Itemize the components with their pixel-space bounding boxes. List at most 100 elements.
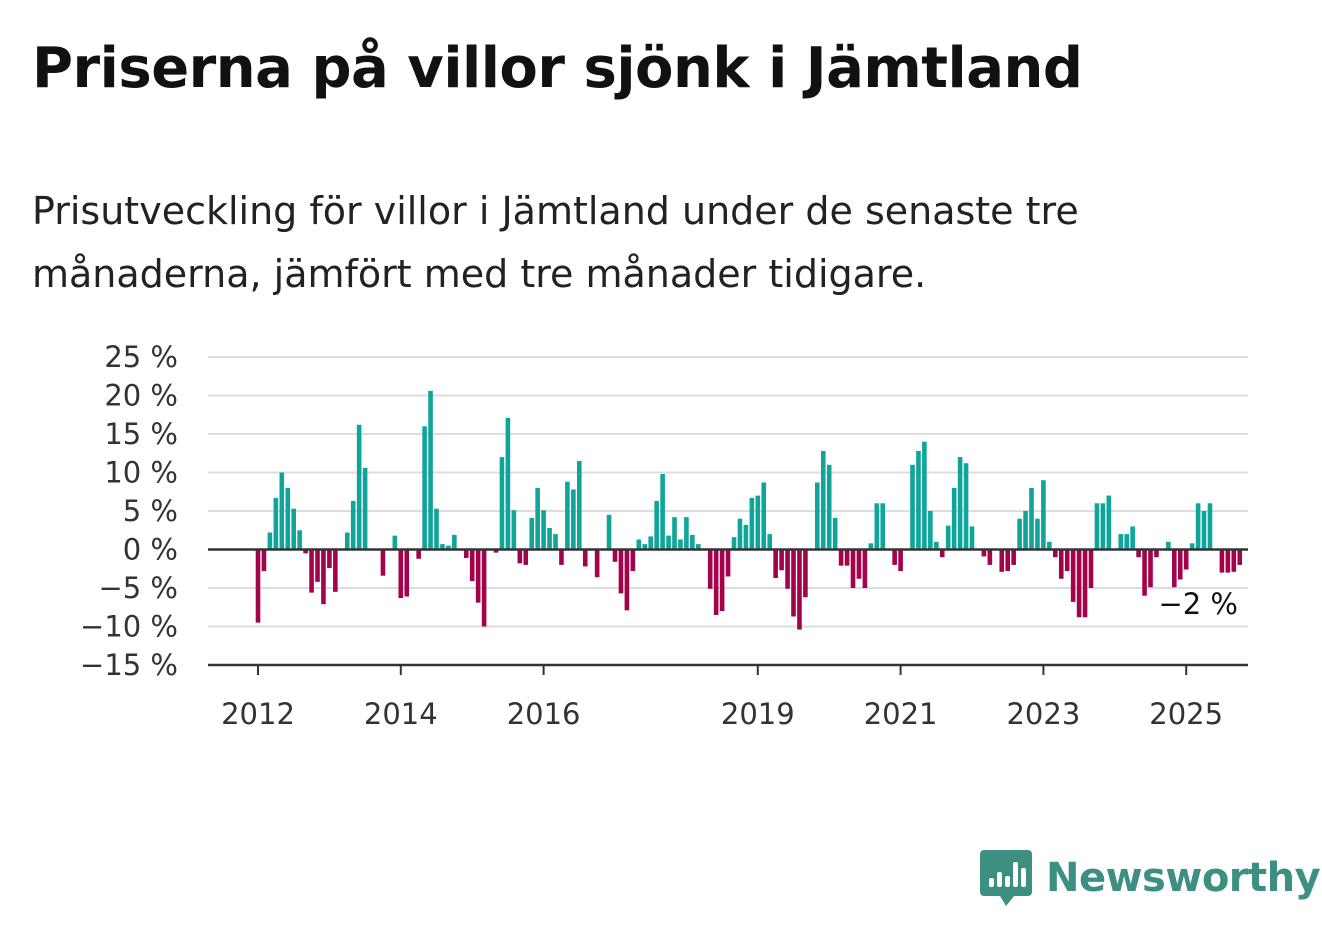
bar: [350, 500, 356, 550]
bar: [255, 549, 261, 623]
bar: [1231, 549, 1237, 572]
bar: [356, 424, 362, 550]
bar-chart-speech-bubble-icon: [980, 850, 1032, 906]
bar: [963, 463, 969, 550]
x-tick-label: 2012: [221, 697, 295, 731]
bar: [463, 549, 469, 558]
bar: [279, 472, 285, 550]
bar: [1136, 549, 1141, 558]
bar: [969, 526, 975, 550]
y-tick-label: −10 %: [80, 610, 178, 644]
bar: [928, 511, 933, 550]
bar: [951, 487, 957, 550]
bar: [874, 503, 880, 550]
axes: [208, 548, 1248, 667]
bar: [344, 532, 350, 550]
bar: [1166, 541, 1171, 550]
bar: [690, 534, 695, 550]
bar: [321, 549, 326, 605]
bar: [707, 549, 713, 589]
bar: [892, 549, 897, 565]
bar: [713, 549, 719, 615]
x-tick-label: 2023: [1006, 697, 1080, 731]
bar: [660, 474, 665, 550]
last-value-label: −2 %: [1158, 587, 1238, 621]
bar: [285, 487, 291, 550]
bar: [1047, 541, 1052, 550]
bar: [475, 549, 481, 603]
bar: [1100, 503, 1106, 550]
bar: [446, 545, 451, 550]
bar: [898, 549, 903, 572]
bar: [1219, 549, 1225, 573]
y-tick-label: 5 %: [123, 494, 178, 528]
bar: [719, 549, 725, 612]
bar: [392, 535, 398, 550]
bar: [838, 549, 844, 566]
bar: [868, 543, 874, 550]
bar: [844, 549, 850, 566]
bar: [910, 464, 915, 550]
bar: [469, 549, 475, 582]
bar: [820, 450, 826, 550]
bar: [559, 549, 564, 565]
bar: [922, 441, 927, 550]
bar: [743, 524, 749, 550]
bar: [309, 549, 314, 593]
x-tick-label: 2019: [721, 697, 795, 731]
bar: [327, 549, 332, 568]
bar: [261, 549, 267, 572]
bar: [684, 517, 689, 550]
y-tick-label: 10 %: [104, 456, 178, 490]
bar: [1207, 503, 1213, 550]
bar: [1070, 549, 1076, 602]
bar: [862, 549, 868, 588]
bar: [481, 549, 487, 627]
x-tick-label: 2025: [1149, 697, 1223, 731]
bar: [939, 549, 945, 558]
bar: [934, 541, 939, 550]
bar: [1041, 480, 1046, 550]
bar: [333, 549, 338, 592]
bar: [1011, 549, 1016, 565]
bar: [826, 464, 832, 550]
bar: [731, 537, 737, 550]
y-tick-label: −5 %: [98, 571, 178, 605]
bar: [832, 517, 838, 550]
bar: [428, 390, 433, 550]
bar: [1130, 526, 1135, 550]
bar: [594, 549, 600, 578]
bar: [803, 549, 808, 598]
bar: [404, 549, 410, 597]
bar: [1088, 549, 1094, 588]
bar: [636, 539, 642, 550]
bar: [1124, 534, 1129, 550]
bar: [916, 450, 921, 550]
bar: [1183, 549, 1189, 570]
bar: [499, 457, 505, 550]
bar: [654, 500, 659, 550]
bar: [749, 497, 755, 550]
chart-subtitle: Prisutveckling för villor i Jämtland und…: [32, 189, 1079, 296]
bar: [1017, 518, 1022, 550]
bar: [642, 544, 648, 550]
bar: [380, 549, 386, 576]
x-tick-label: 2014: [364, 697, 438, 731]
chart-title: Priserna på villor sjönk i Jämtland: [32, 36, 1083, 101]
bar: [672, 517, 677, 550]
bar: [606, 514, 612, 550]
bar: [1237, 549, 1243, 565]
bar: [767, 534, 772, 550]
bar: [273, 497, 279, 550]
bar: [1106, 495, 1112, 550]
bar: [416, 549, 421, 559]
bar: [785, 549, 790, 589]
y-tick-label: −15 %: [80, 648, 178, 682]
bar: [648, 536, 653, 550]
bar: [362, 467, 368, 550]
bar: [1195, 503, 1201, 550]
bar: [987, 549, 993, 565]
bar: [1118, 534, 1124, 550]
bar: [725, 549, 731, 577]
bar-chart: 25 % 20 % 15 % 10 % 5 % 0 % −5 % −10 % −15 % 201…: [80, 340, 1248, 731]
